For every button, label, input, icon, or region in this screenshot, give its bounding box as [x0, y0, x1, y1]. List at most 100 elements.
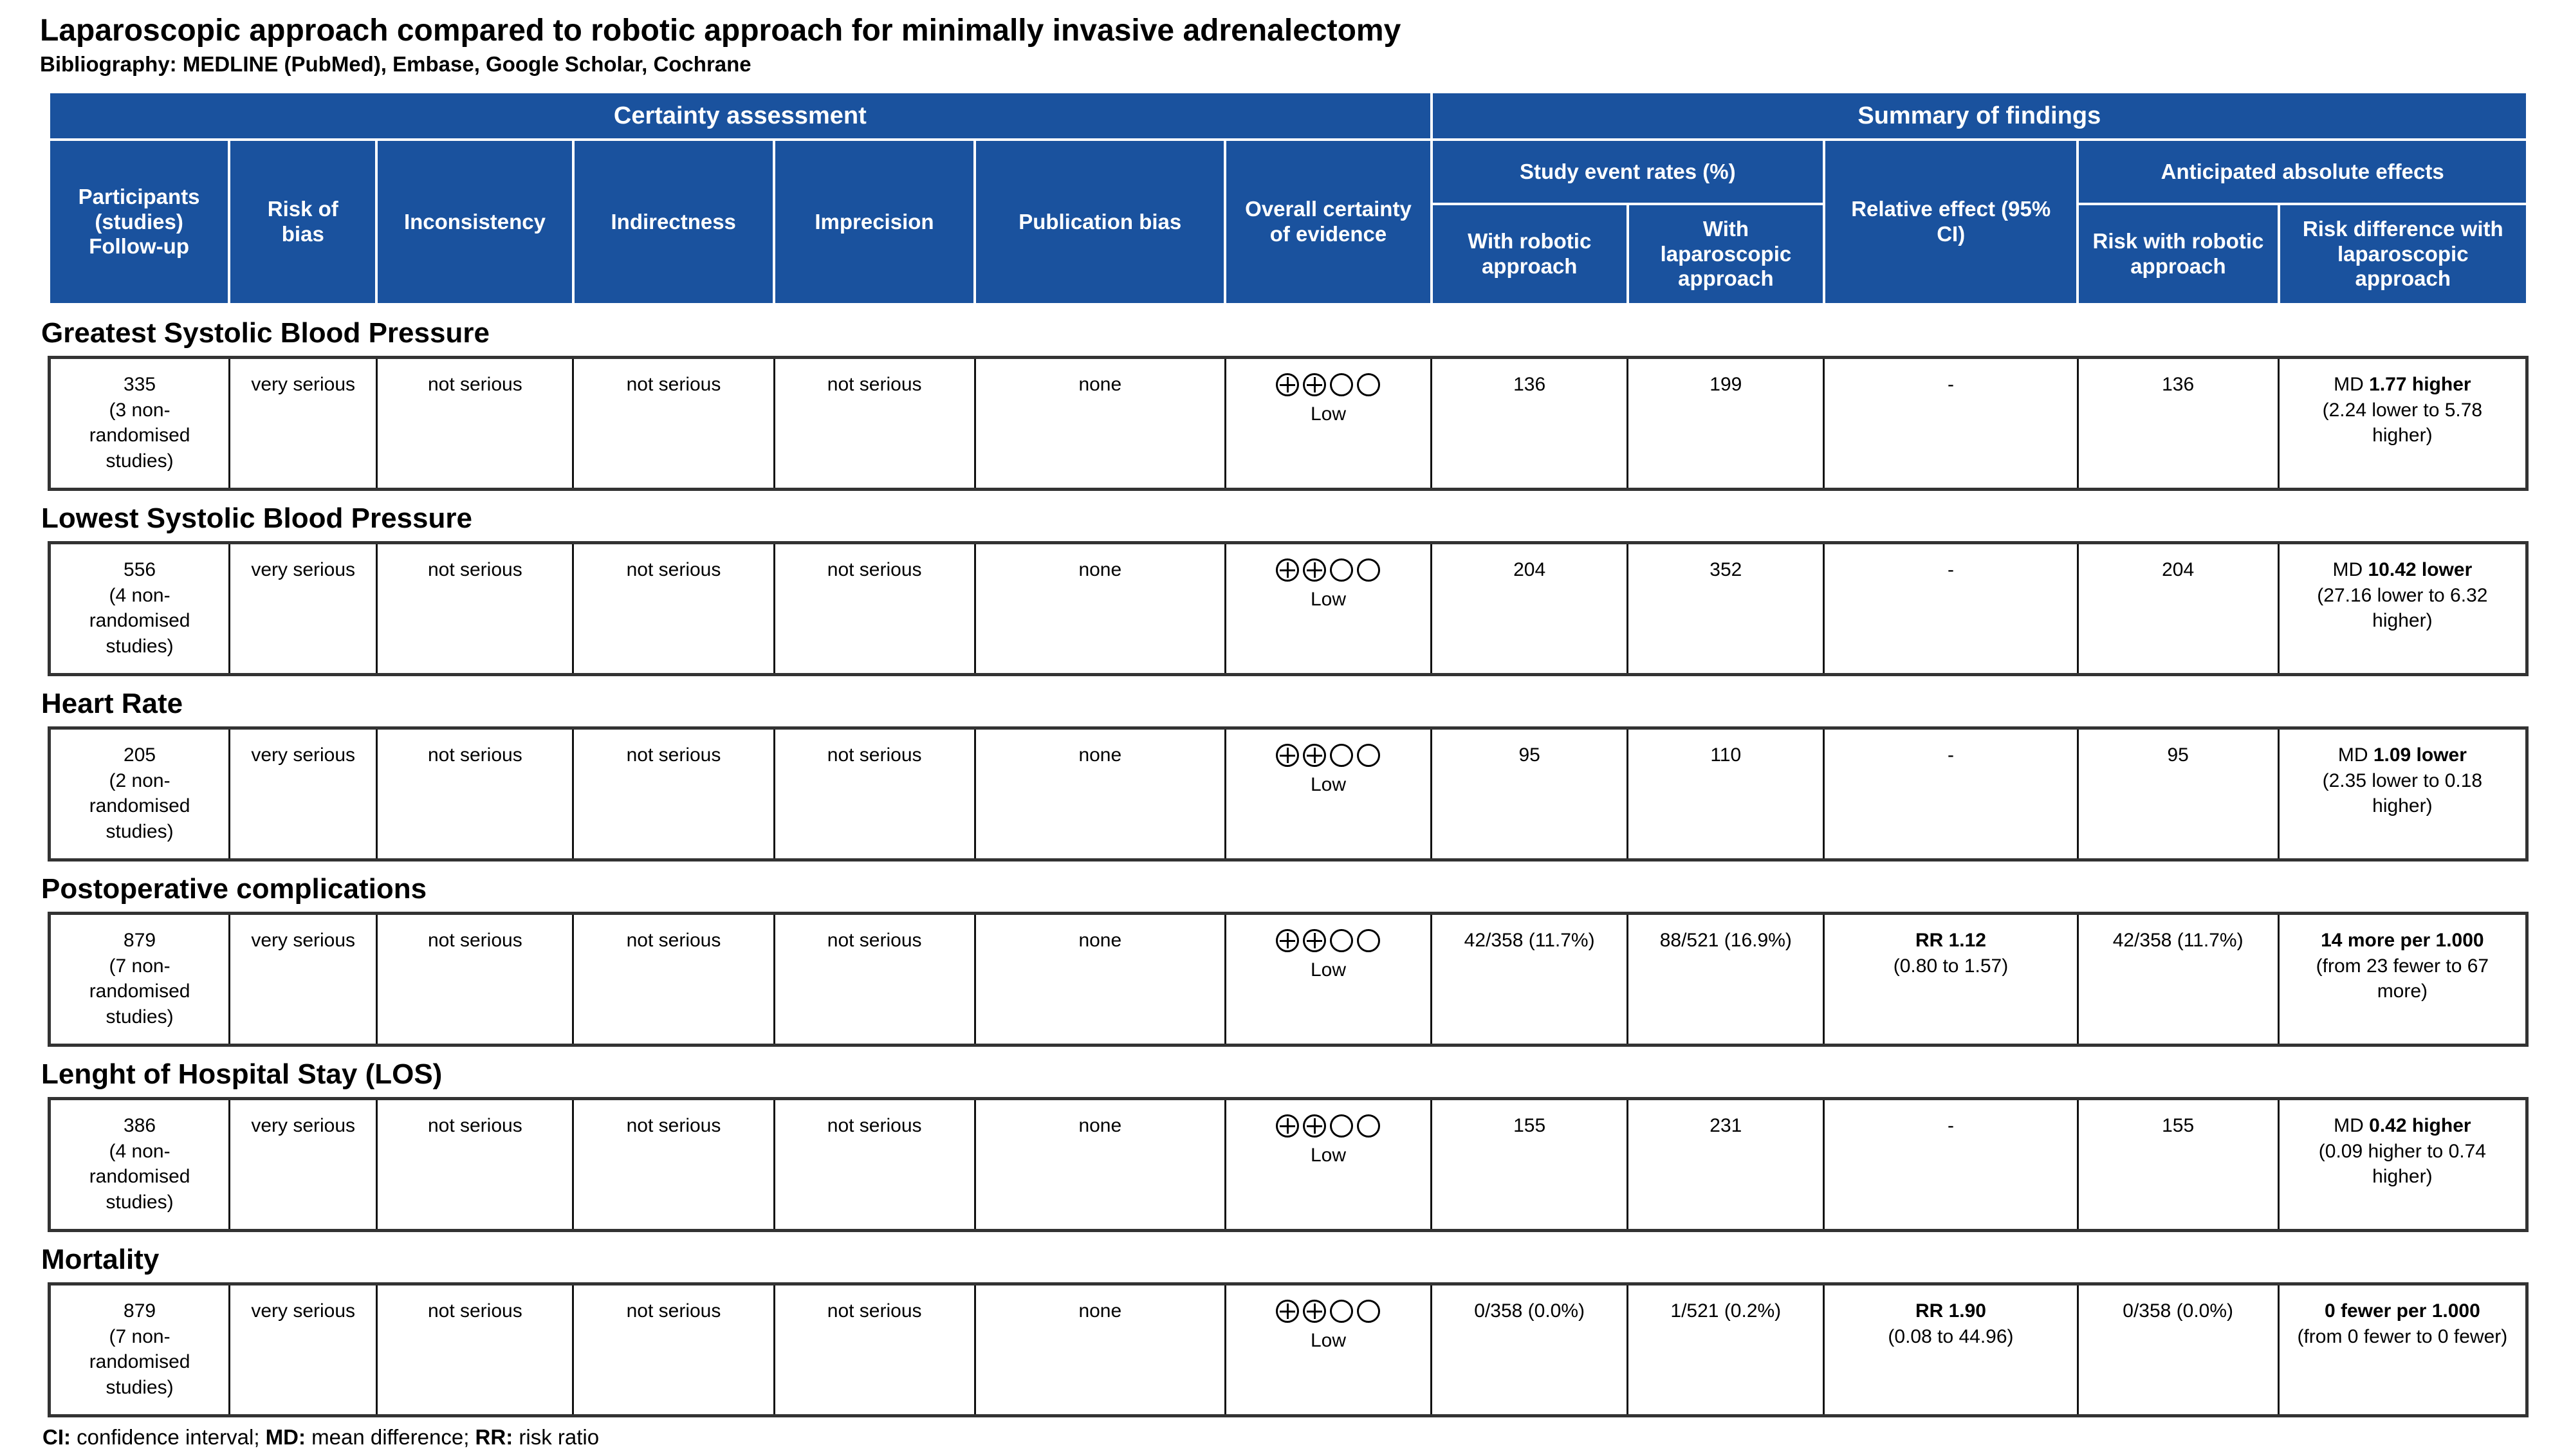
outcome-heading: Lowest Systolic Blood Pressure	[41, 502, 472, 534]
cell-risk-with-robotic: 204	[2076, 542, 2279, 675]
cell-risk-difference: MD 10.42 lower (27.16 lower to 6.32 high…	[2277, 542, 2527, 675]
participants-count: 335	[124, 374, 156, 395]
cell-risk-with-robotic: 95	[2076, 728, 2279, 860]
cell-risk-with-robotic: 155	[2076, 1098, 2279, 1231]
cell-risk-with-robotic: 136	[2076, 357, 2279, 490]
cell-certainty: Low	[1224, 542, 1432, 675]
col-header-participants: Participants (studies) Follow-up	[47, 138, 231, 306]
cell-risk-of-bias: very serious	[228, 913, 377, 1046]
table-row: 386 (4 non-randomised studies) very seri…	[50, 1098, 2527, 1231]
header-anticipated-absolute-effects: Anticipated absolute effects	[2076, 138, 2529, 205]
plus-circle-icon	[1276, 744, 1300, 767]
plus-circle-icon	[1276, 1300, 1300, 1323]
cell-publication-bias: none	[973, 728, 1226, 860]
cell-participants: 879 (7 non-randomised studies)	[50, 1284, 230, 1416]
participants-studies: (2 non-randomised studies)	[89, 769, 190, 842]
abbr-md-text: mean difference;	[305, 1425, 475, 1449]
cell-risk-of-bias: very serious	[228, 357, 377, 490]
col-header-overall-certainty: Overall certainty of evidence	[1224, 138, 1433, 306]
header-certainty-assessment: Certainty assessment	[48, 91, 1433, 141]
participants-studies: (3 non-randomised studies)	[89, 399, 190, 472]
cell-publication-bias: none	[973, 913, 1226, 1046]
outcome-row-table: 879 (7 non-randomised studies) very seri…	[48, 912, 2529, 1047]
outcome-row-table: 386 (4 non-randomised studies) very seri…	[48, 1097, 2529, 1232]
cell-with-laparoscopic: 1/521 (0.2%)	[1627, 1284, 1824, 1416]
risk-difference-ci: (2.35 lower to 0.18 higher)	[2322, 769, 2483, 817]
table-row: 556 (4 non-randomised studies) very seri…	[50, 542, 2527, 675]
abbr-rr-text: risk ratio	[513, 1425, 600, 1449]
risk-difference-estimate: MD 1.09 lower	[2295, 742, 2510, 768]
cell-risk-difference: MD 1.09 lower (2.35 lower to 0.18 higher…	[2277, 728, 2527, 860]
participants-studies: (7 non-randomised studies)	[89, 955, 190, 1027]
plus-circle-icon	[1276, 929, 1300, 952]
risk-diff-bold: 0.42 higher	[2369, 1115, 2471, 1136]
risk-diff-prefix: MD	[2332, 559, 2368, 580]
cell-certainty: Low	[1224, 1284, 1432, 1416]
cell-risk-of-bias: very serious	[228, 1098, 377, 1231]
certainty-label: Low	[1310, 589, 1346, 610]
plus-circle-icon	[1303, 744, 1327, 767]
relative-effect-ci: -	[1947, 1115, 1954, 1136]
col-header-risk-of-bias: Risk of bias	[228, 138, 378, 306]
certainty-label: Low	[1310, 774, 1346, 795]
header-study-event-rates: Study event rates (%)	[1430, 138, 1826, 205]
cell-risk-difference: 0 fewer per 1.000 (from 0 fewer to 0 few…	[2277, 1284, 2527, 1416]
cell-risk-difference: MD 1.77 higher (2.24 lower to 5.78 highe…	[2277, 357, 2527, 490]
risk-diff-bold: 1.09 lower	[2373, 744, 2467, 766]
certainty-icons	[1242, 558, 1415, 582]
relative-effect-estimate: RR 1.12	[1915, 930, 1986, 951]
risk-difference-ci: (27.16 lower to 6.32 higher)	[2317, 584, 2488, 632]
empty-circle-icon	[1357, 1114, 1381, 1138]
outcome-row-table: 205 (2 non-randomised studies) very seri…	[48, 726, 2529, 862]
abbr-ci-label: CI:	[42, 1425, 71, 1449]
bibliography: Bibliography: MEDLINE (PubMed), Embase, …	[40, 52, 751, 76]
cell-imprecision: not serious	[773, 1098, 975, 1231]
plus-circle-icon	[1303, 929, 1327, 952]
participants-studies: (7 non-randomised studies)	[89, 1325, 190, 1398]
empty-circle-icon	[1330, 744, 1354, 767]
col-header-relative-effect: Relative effect (95% CI)	[1823, 138, 2079, 306]
cell-inconsistency: not serious	[376, 542, 573, 675]
table-row: 335 (3 non-randomised studies) very seri…	[50, 357, 2527, 490]
certainty-icons	[1242, 929, 1415, 952]
certainty-label: Low	[1310, 1330, 1346, 1351]
risk-diff-bold: 10.42 lower	[2368, 559, 2473, 580]
participants-count: 879	[124, 930, 156, 951]
certainty-label: Low	[1310, 403, 1346, 425]
risk-difference-ci: (0.09 higher to 0.74 higher)	[2318, 1140, 2486, 1188]
risk-difference-estimate: MD 0.42 higher	[2295, 1113, 2510, 1139]
cell-with-robotic: 204	[1430, 542, 1628, 675]
cell-certainty: Low	[1224, 728, 1432, 860]
risk-difference-estimate: 14 more per 1.000	[2295, 928, 2510, 954]
cell-risk-with-robotic: 0/358 (0.0%)	[2076, 1284, 2279, 1416]
cell-risk-difference: 14 more per 1.000 (from 23 fewer to 67 m…	[2277, 913, 2527, 1046]
outcome-heading: Mortality	[41, 1244, 160, 1275]
col-header-risk-difference: Risk difference with laparoscopic approa…	[2277, 203, 2529, 306]
relative-effect-ci: (0.08 to 44.96)	[1888, 1325, 2014, 1347]
risk-difference-estimate: 0 fewer per 1.000	[2295, 1298, 2510, 1324]
cell-relative-effect: -	[1823, 542, 2078, 675]
cell-with-robotic: 42/358 (11.7%)	[1430, 913, 1628, 1046]
participants-studies: (4 non-randomised studies)	[89, 1140, 190, 1213]
cell-participants: 335 (3 non-randomised studies)	[50, 358, 230, 490]
grade-table-header: Certainty assessment Summary of findings…	[47, 91, 2529, 306]
abbr-rr-label: RR:	[475, 1425, 513, 1449]
cell-risk-of-bias: very serious	[228, 542, 377, 675]
cell-with-robotic: 0/358 (0.0%)	[1430, 1284, 1628, 1416]
cell-relative-effect: RR 1.12 (0.80 to 1.57)	[1823, 913, 2078, 1046]
cell-indirectness: not serious	[572, 357, 775, 490]
certainty-icons	[1242, 744, 1415, 767]
cell-indirectness: not serious	[572, 1098, 775, 1231]
cell-with-robotic: 155	[1430, 1098, 1628, 1231]
risk-diff-prefix: MD	[2337, 744, 2373, 766]
outcome-heading: Postoperative complications	[41, 873, 427, 905]
cell-publication-bias: none	[973, 542, 1226, 675]
cell-imprecision: not serious	[773, 728, 975, 860]
empty-circle-icon	[1330, 929, 1354, 952]
plus-circle-icon	[1303, 558, 1327, 582]
cell-certainty: Low	[1224, 913, 1432, 1046]
cell-indirectness: not serious	[572, 542, 775, 675]
risk-difference-ci: (from 0 fewer to 0 fewer)	[2297, 1325, 2508, 1347]
col-header-with-laparoscopic: With laparoscopic approach	[1626, 203, 1826, 306]
